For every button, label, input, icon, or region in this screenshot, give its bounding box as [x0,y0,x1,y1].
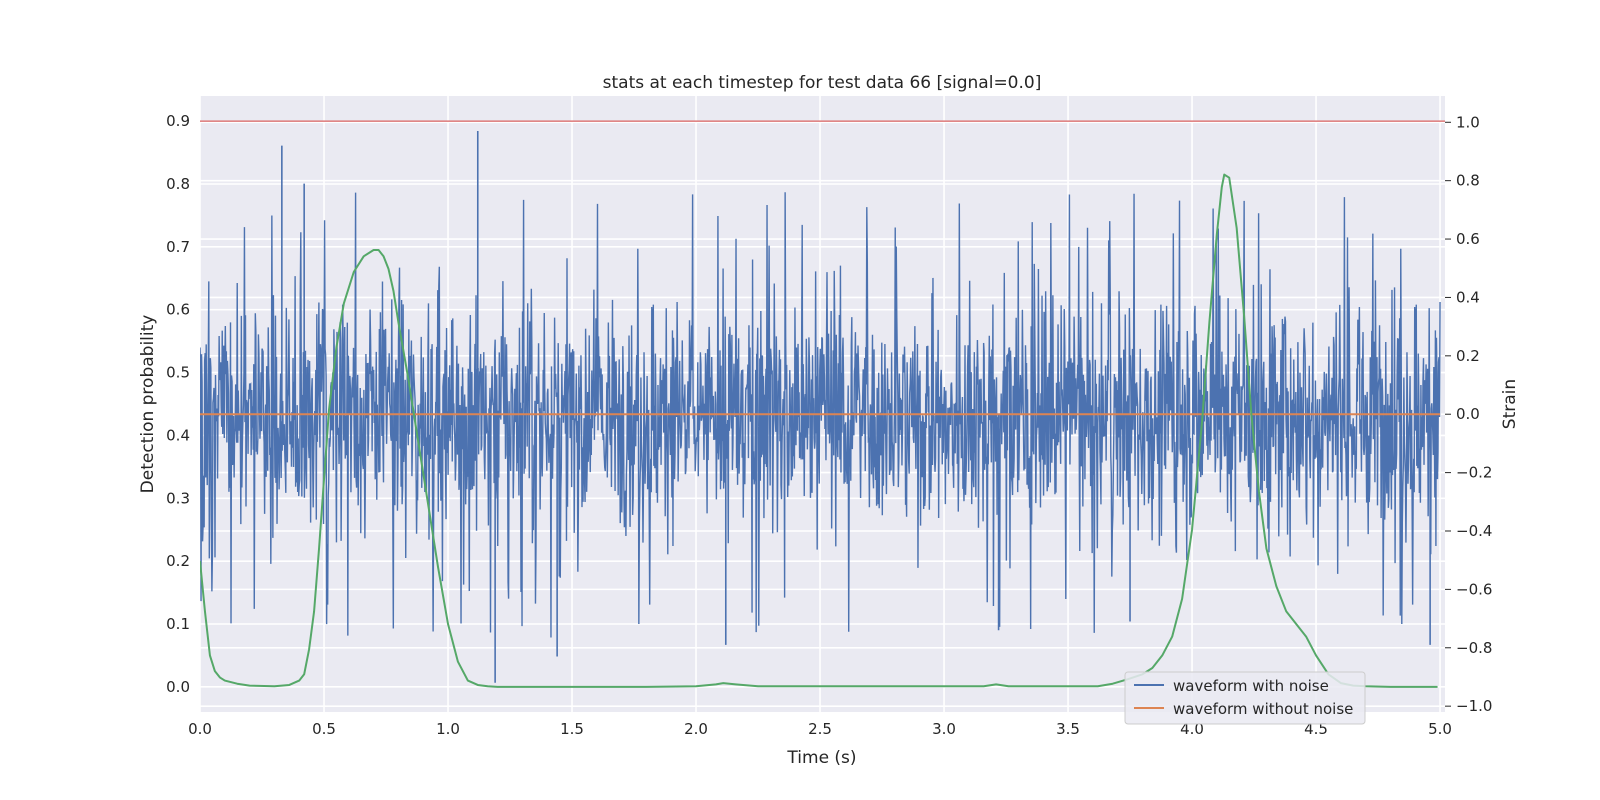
legend: waveform with noise waveform without noi… [1124,671,1366,725]
y2-tick-label: 0.4 [1456,288,1480,306]
y-tick-label: 0.9 [166,112,190,130]
y2-tick-label: 0.0 [1456,405,1480,423]
y-axis-label: Detection probability [138,315,158,494]
line-detection-probability [200,173,1438,688]
y2-tick-label: −0.6 [1456,580,1492,598]
y2-axis-label: Strain [1500,379,1520,429]
y2-tick-label: 1.0 [1456,113,1480,131]
y2-tick-label: −1.0 [1456,697,1492,715]
y-tick-label: 0.7 [166,238,190,256]
tick-labels: 0.0 0.5 1.0 1.5 2.0 2.5 3.0 3.5 4.0 4.5 5.00.00.10… [166,112,1492,738]
y-tick-label: 0.4 [166,426,190,444]
x-tick-label: 1.5 [560,720,584,738]
y-tick-label: 0.5 [166,364,190,382]
y2-tick-label: 0.8 [1456,172,1480,190]
line-waveform-with-noise [200,192,1441,638]
x-axis-label: Time (s) [786,748,856,768]
legend-label-waveform-without-noise: waveform without noise [1173,700,1353,718]
y-tick-label: 0.0 [166,678,190,696]
chart-title: stats at each timestep for test data 66 … [603,73,1042,93]
y-tick-label: 0.2 [166,552,190,570]
y-tick-label: 0.6 [166,301,190,319]
x-tick-label: 3.0 [932,720,956,738]
y2-tick-label: −0.8 [1456,639,1492,657]
x-tick-label: 0.0 [188,720,212,738]
y-tick-label: 0.8 [166,175,190,193]
legend-label-waveform-with-noise: waveform with noise [1173,677,1329,695]
y-tick-label: 0.3 [166,489,190,507]
y2-tick-label: −0.4 [1456,522,1492,540]
legend-box [1124,671,1366,725]
plot-series [200,120,1445,688]
x-tick-label: 3.5 [1056,720,1080,738]
y-tick-label: 0.1 [166,615,190,633]
x-tick-label: 5.0 [1428,720,1452,738]
x-tick-label: 1.0 [436,720,460,738]
y2-tick-label: 0.6 [1456,230,1480,248]
x-tick-label: 0.5 [312,720,336,738]
x-tick-label: 2.5 [808,720,832,738]
y2-tick-label: 0.2 [1456,347,1480,365]
y2-tick-label: −0.2 [1456,464,1492,482]
x-tick-label: 2.0 [684,720,708,738]
